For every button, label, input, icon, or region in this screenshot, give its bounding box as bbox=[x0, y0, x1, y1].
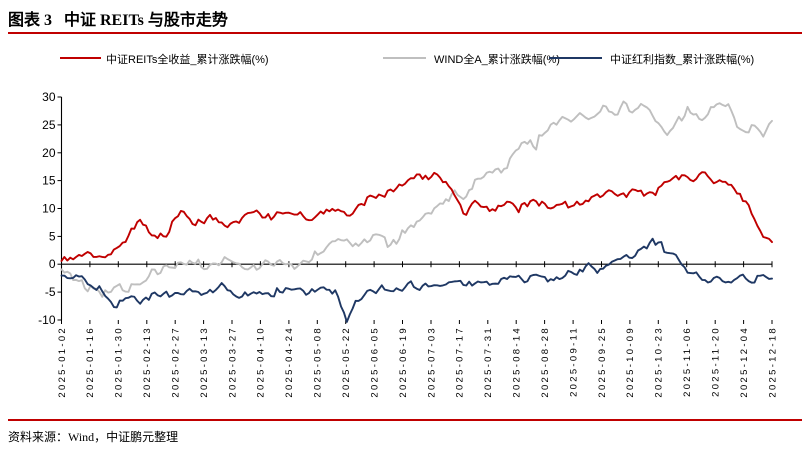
svg-text:2025-06-19: 2025-06-19 bbox=[398, 326, 409, 398]
svg-text:2025-12-18: 2025-12-18 bbox=[767, 326, 778, 398]
svg-text:15: 15 bbox=[42, 174, 56, 188]
svg-text:2025-11-20: 2025-11-20 bbox=[711, 326, 722, 397]
svg-text:2025-07-31: 2025-07-31 bbox=[483, 326, 494, 398]
svg-text:2025-10-09: 2025-10-09 bbox=[625, 326, 636, 398]
svg-text:2025-07-17: 2025-07-17 bbox=[455, 326, 466, 398]
svg-text:20: 20 bbox=[42, 146, 56, 160]
svg-text:2025-01-16: 2025-01-16 bbox=[85, 326, 96, 398]
svg-text:25: 25 bbox=[42, 118, 56, 132]
svg-text:2025-05-08: 2025-05-08 bbox=[313, 326, 324, 398]
svg-text:-5: -5 bbox=[45, 285, 56, 299]
svg-text:2025-08-14: 2025-08-14 bbox=[512, 326, 523, 398]
svg-text:2025-04-10: 2025-04-10 bbox=[256, 326, 267, 398]
svg-text:2025-06-05: 2025-06-05 bbox=[369, 326, 380, 398]
svg-text:2025-04-24: 2025-04-24 bbox=[284, 326, 295, 398]
svg-text:2025-03-27: 2025-03-27 bbox=[227, 326, 238, 398]
svg-text:2025-02-27: 2025-02-27 bbox=[171, 326, 182, 398]
svg-text:2025-09-11: 2025-09-11 bbox=[568, 326, 579, 397]
svg-text:2025-02-13: 2025-02-13 bbox=[142, 326, 153, 398]
svg-text:30: 30 bbox=[42, 90, 56, 104]
svg-text:2025-08-28: 2025-08-28 bbox=[540, 326, 551, 398]
svg-text:2025-05-22: 2025-05-22 bbox=[341, 326, 352, 398]
svg-text:2025-12-04: 2025-12-04 bbox=[739, 326, 750, 398]
svg-text:-10: -10 bbox=[38, 313, 56, 327]
svg-text:2025-01-30: 2025-01-30 bbox=[114, 326, 125, 398]
svg-text:2025-03-13: 2025-03-13 bbox=[199, 326, 210, 398]
svg-text:2025-07-03: 2025-07-03 bbox=[426, 326, 437, 398]
svg-text:5: 5 bbox=[49, 229, 56, 243]
svg-text:2025-11-06: 2025-11-06 bbox=[682, 326, 693, 397]
svg-text:2025-10-23: 2025-10-23 bbox=[654, 326, 665, 398]
svg-text:0: 0 bbox=[49, 257, 56, 271]
svg-text:2025-01-02: 2025-01-02 bbox=[57, 326, 68, 398]
svg-text:10: 10 bbox=[42, 202, 56, 216]
svg-text:2025-09-25: 2025-09-25 bbox=[597, 326, 608, 398]
